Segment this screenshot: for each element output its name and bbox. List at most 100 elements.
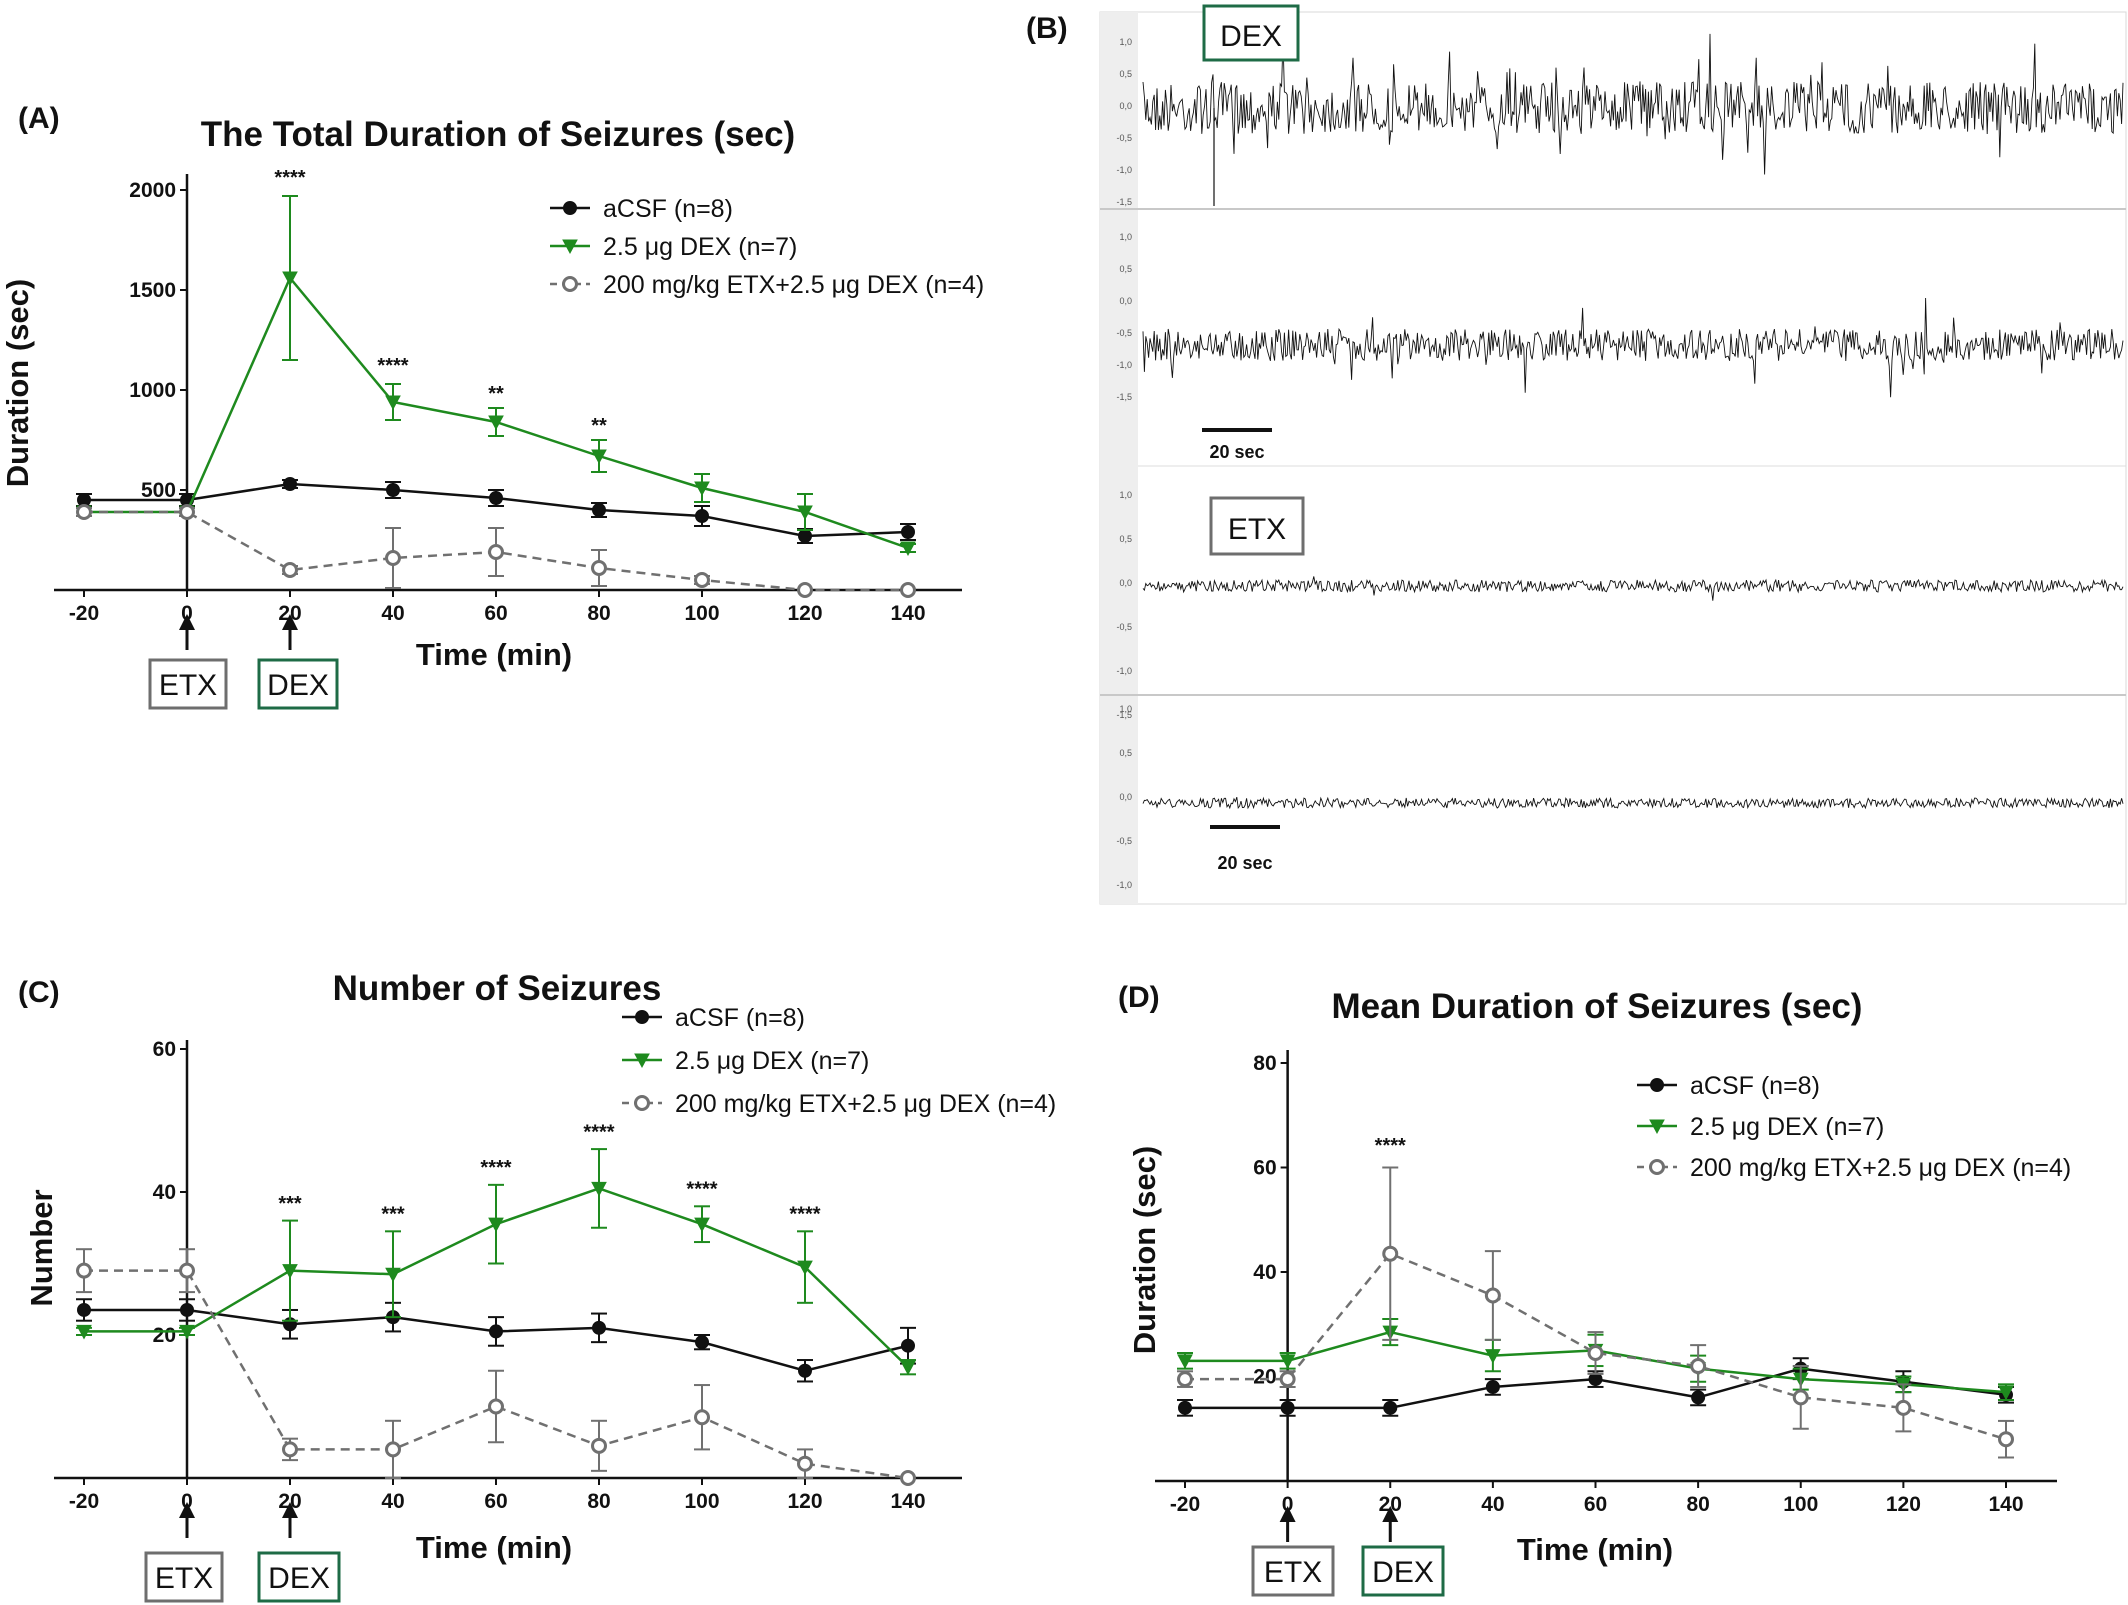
dex-marker-box: [1361, 1545, 1445, 1597]
trace-tick-label: 1,0: [1119, 232, 1132, 242]
y-tick-label: 1000: [129, 379, 176, 402]
eeg-trace: [1142, 33, 2124, 175]
y-axis-label: Duration (sec): [0, 279, 35, 487]
legend-label: aCSF (n=8): [603, 195, 733, 223]
data-point: [179, 1324, 195, 1340]
trace-tick-label: 1,0: [1119, 37, 1132, 47]
data-point: [489, 1324, 503, 1339]
significance-label: ****: [480, 1157, 511, 1179]
chart-total-duration: The Total Duration of Seizures (sec) -20 0…: [0, 115, 984, 710]
trace-tick-label: 0,0: [1119, 792, 1132, 802]
etx-label-box: [1209, 496, 1305, 556]
etx-marker-box: [1251, 1545, 1335, 1597]
chart-mean-duration: Mean Duration of Seizures (sec) -20 0 20 40 6…: [1127, 987, 2071, 1597]
eeg-traces-panel: 1,00,50,0-0,5-1,0-1,51,00,50,0-0,5-1,0-1…: [1099, 4, 2127, 905]
legend-label: 200 mg/kg ETX+2.5 μg DEX (n=4): [1690, 1154, 2071, 1182]
panel-letter-c: (C): [18, 976, 60, 1009]
dex-label: DEX: [1220, 20, 1282, 53]
significance-label: ***: [381, 1204, 405, 1226]
x-axis-label: Time (min): [416, 1530, 572, 1565]
data-point: [1895, 1399, 1912, 1416]
trace-tick-label: 0,5: [1119, 748, 1132, 758]
y-tick-label: 40: [1253, 1261, 1276, 1284]
series-line: [84, 1269, 909, 1480]
x-tick-label: 20: [278, 1490, 301, 1513]
legend-entry: 200 mg/kg ETX+2.5 μg DEX (n=4): [550, 271, 984, 299]
y-tick-label: 2000: [129, 179, 176, 202]
data-point: [179, 504, 195, 520]
etx-marker-label: ETX: [1264, 1556, 1322, 1589]
y-tick-label: 500: [141, 479, 176, 502]
legend-marker: [1649, 1159, 1665, 1175]
x-tick-label: 0: [1282, 1493, 1294, 1516]
panel-letter-b: (B): [1026, 12, 1068, 45]
data-point: [76, 1262, 92, 1279]
x-tick-label: -20: [69, 1490, 99, 1513]
legend-label: 200 mg/kg ETX+2.5 μg DEX (n=4): [603, 271, 984, 299]
legend-label: 2.5 μg DEX (n=7): [603, 233, 797, 261]
data-point: [488, 415, 504, 431]
data-point: [1177, 1354, 1193, 1369]
trace-tick-label: -1,0: [1116, 666, 1132, 676]
legend-entry: 2.5 μg DEX (n=7): [550, 233, 797, 261]
data-point: [694, 572, 710, 588]
legend-marker: [635, 1010, 649, 1024]
data-point: [283, 477, 297, 491]
data-point: [694, 1217, 710, 1233]
data-point: [901, 1338, 915, 1353]
trace-tick-label: -1,0: [1116, 880, 1132, 890]
legend-label: 2.5 μg DEX (n=7): [675, 1047, 869, 1075]
data-point: [1587, 1344, 1604, 1361]
data-point: [797, 505, 813, 521]
legend-entry: 200 mg/kg ETX+2.5 μg DEX (n=4): [1637, 1154, 2071, 1182]
y-tick-label: 60: [1253, 1157, 1276, 1180]
x-tick-label: 60: [484, 1490, 507, 1513]
legend-label: 200 mg/kg ETX+2.5 μg DEX (n=4): [675, 1090, 1056, 1118]
data-point: [591, 1181, 607, 1197]
data-point: [900, 582, 916, 598]
eeg-trace: [1142, 576, 2124, 601]
series-1: [76, 1148, 916, 1376]
arrow-up-icon: [1382, 1506, 1399, 1522]
y-axis-label: Number: [24, 1189, 59, 1306]
trace-tick-label: -1,5: [1116, 197, 1132, 207]
legend-marker: [634, 1095, 650, 1111]
data-point: [1383, 1400, 1398, 1415]
trace-tick-label: 0,5: [1119, 264, 1132, 274]
dex-marker-label: DEX: [267, 669, 329, 702]
x-tick-label: 0: [181, 602, 193, 625]
data-point: [180, 1302, 194, 1317]
eeg-trace: [1142, 796, 2124, 810]
series-line: [1185, 1252, 2007, 1441]
legend-marker: [562, 276, 578, 292]
data-point: [282, 1264, 298, 1279]
data-point: [386, 483, 400, 497]
data-point: [1998, 1385, 2014, 1401]
arrow-up-icon: [179, 614, 195, 630]
x-tick-label: 120: [787, 1490, 822, 1513]
arrow-up-icon: [1279, 1506, 1296, 1522]
trace-tick-label: -0,5: [1116, 133, 1132, 143]
trace-tick-label: -1,0: [1116, 165, 1132, 175]
data-point: [1279, 1354, 1296, 1369]
trace-tick-labels: 1,00,50,0-0,5-1,0-1,51,00,50,0-0,5-1,0-1…: [1116, 37, 1132, 890]
legend-marker: [1649, 1119, 1665, 1135]
legend-entry: 2.5 μg DEX (n=7): [622, 1047, 869, 1075]
x-tick-label: 100: [684, 602, 719, 625]
x-tick-label: 120: [1886, 1493, 1921, 1516]
etx-marker-label: ETX: [155, 1562, 213, 1595]
data-point: [1485, 1349, 1501, 1364]
x-axis-label: Time (min): [1517, 1532, 1673, 1567]
data-point: [591, 1437, 607, 1454]
data-point: [1382, 1245, 1399, 1262]
legend-entry: 2.5 μg DEX (n=7): [1637, 1113, 1884, 1141]
trace-tick-label: -0,5: [1116, 836, 1132, 846]
series-2: [76, 504, 916, 598]
eeg-trace: [1142, 297, 2124, 398]
significance-label: ****: [789, 1204, 820, 1226]
data-point: [797, 1260, 813, 1276]
data-point: [76, 1324, 92, 1340]
x-tick-label: 100: [1783, 1493, 1818, 1516]
data-point: [1690, 1358, 1707, 1375]
